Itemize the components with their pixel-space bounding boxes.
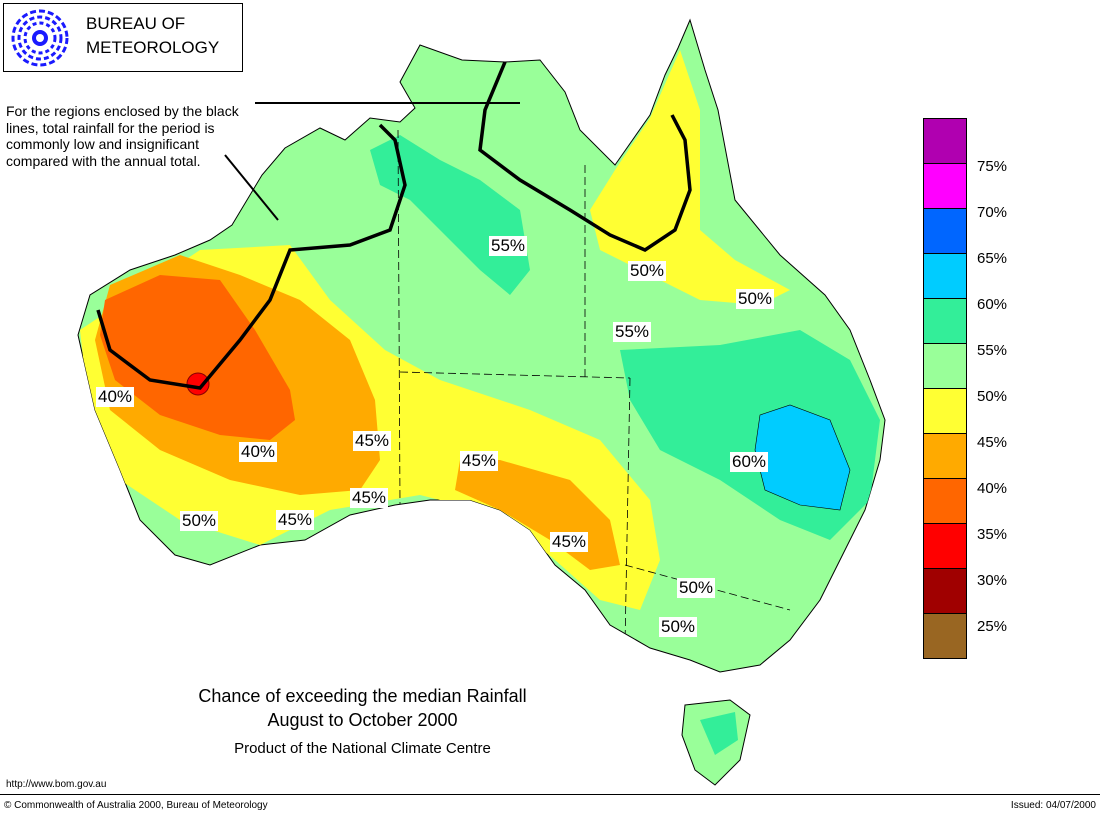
bom-swirl-logo-icon	[11, 9, 69, 67]
map-label-45-sa: 45%	[460, 451, 499, 471]
legend-swatch	[923, 388, 967, 434]
legend-label: 50%	[977, 388, 1008, 405]
map-label-50-gulf: 50%	[628, 261, 667, 281]
legend-label: 55%	[977, 342, 1008, 359]
australia-rainfall-map	[77, 18, 886, 786]
legend-label: 60%	[977, 296, 1008, 313]
legend-swatch	[923, 523, 967, 569]
legend-swatch	[923, 613, 967, 659]
legend-swatch	[923, 118, 967, 164]
legend-swatch	[923, 253, 967, 299]
region-30-wa	[186, 372, 210, 396]
legend-label: 70%	[977, 204, 1008, 221]
map-label-60-nsw: 60%	[730, 452, 769, 472]
region-35-wa	[100, 275, 295, 440]
legend-label: 75%	[977, 158, 1008, 175]
legend-swatch	[923, 163, 967, 209]
map-label-45-south: 45%	[276, 510, 315, 530]
bom-logo-box: BUREAU OF METEOROLOGY	[3, 3, 243, 72]
legend-label: 25%	[977, 618, 1008, 635]
note-pointer-diagonal	[224, 154, 279, 221]
legend-label: 35%	[977, 526, 1008, 543]
legend-swatch	[923, 478, 967, 524]
low-rainfall-boundary-lines	[96, 61, 692, 390]
map-label-50-sw: 50%	[180, 511, 219, 531]
legend-swatch	[923, 208, 967, 254]
footer-divider	[0, 794, 1100, 795]
copyright-text: © Commonwealth of Australia 2000, Bureau…	[4, 800, 268, 811]
bom-logo-text: BUREAU OF METEOROLOGY	[86, 12, 219, 60]
map-label-40-wa-inland: 40%	[239, 442, 278, 462]
map-label-50-qld: 50%	[736, 289, 775, 309]
legend-swatch	[923, 343, 967, 389]
map-subtitle: Product of the National Climate Centre	[234, 740, 491, 757]
map-label-45-gulfs: 45%	[550, 532, 589, 552]
map-label-55-centre: 55%	[613, 322, 652, 342]
map-label-50-vic-north: 50%	[677, 578, 716, 598]
legend-swatch	[923, 433, 967, 479]
legend-label: 40%	[977, 480, 1008, 497]
logo-line-2: METEOROLOGY	[86, 38, 220, 57]
legend-label: 45%	[977, 434, 1008, 451]
legend-swatch	[923, 568, 967, 614]
issued-date: Issued: 04/07/2000	[1010, 800, 1096, 811]
legend-label: 30%	[977, 572, 1008, 589]
legend-swatch	[923, 298, 967, 344]
legend-label: 65%	[977, 250, 1008, 267]
tasmania-55-region	[700, 712, 738, 755]
map-period: August to October 2000	[267, 710, 458, 730]
map-label-45-bight: 45%	[350, 488, 389, 508]
map-title: Chance of exceeding the median Rainfall	[198, 686, 527, 706]
map-label-40-wa-coast: 40%	[96, 387, 135, 407]
map-label-45-wa-east: 45%	[353, 431, 392, 451]
map-label-55-north: 55%	[489, 236, 528, 256]
legend-colour-scale	[923, 118, 967, 659]
website-url[interactable]: http://www.bom.gov.au	[6, 779, 107, 790]
logo-line-1: BUREAU OF	[86, 14, 186, 33]
low-rainfall-note: For the regions enclosed by the black li…	[6, 103, 239, 169]
map-label-50-vic: 50%	[659, 617, 698, 637]
